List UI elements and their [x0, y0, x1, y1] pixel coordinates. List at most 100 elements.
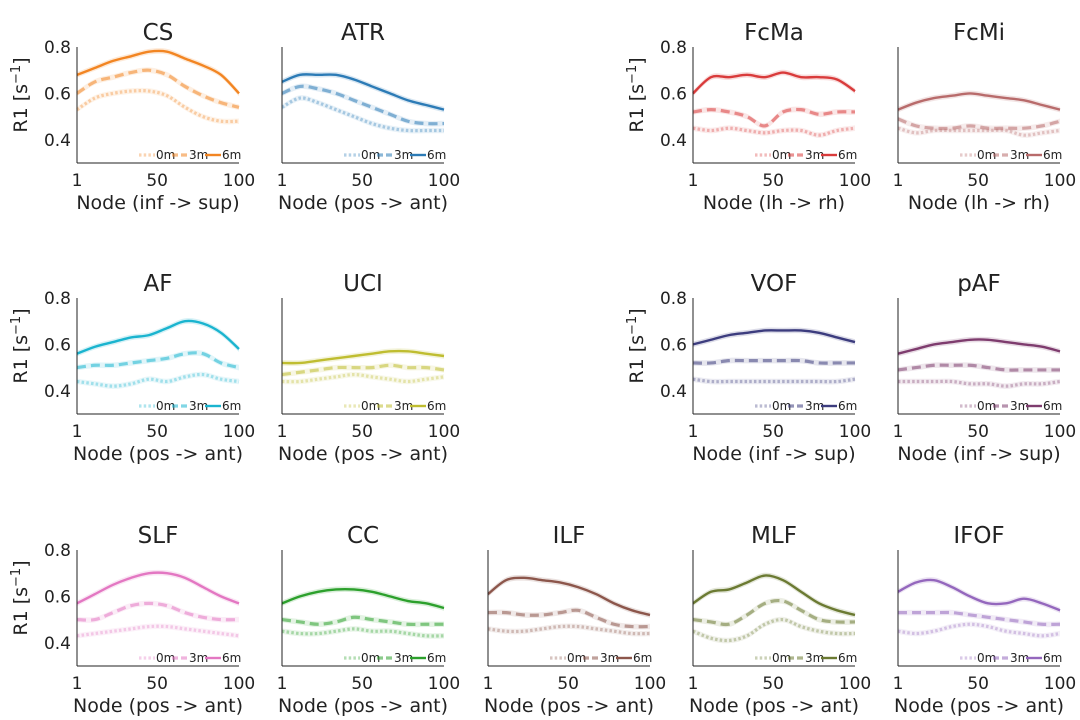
x-tick-label: 100: [223, 422, 255, 442]
legend: 0m 3m 6m: [755, 399, 857, 413]
panel-title: AF: [144, 271, 173, 297]
x-axis-label: Node (lh -> rh): [908, 192, 1050, 214]
series-line-0m: [76, 624, 240, 638]
series-line-0m: [898, 379, 1061, 388]
y-tick-label: 0.8: [44, 38, 71, 58]
x-tick-label: 1: [893, 171, 904, 191]
legend-label-6m: 6m: [222, 651, 241, 665]
legend-label-3m: 3m: [1010, 399, 1029, 413]
ci-band-3m: [282, 614, 444, 628]
ci-band-6m: [898, 90, 1060, 113]
ci-band-3m: [693, 597, 855, 628]
series-line-3m: [76, 68, 240, 109]
legend-label-6m: 6m: [838, 651, 857, 665]
series-line-6m: [692, 574, 856, 617]
series-line-0m: [281, 372, 445, 384]
y-tick-label: 0.8: [660, 289, 687, 309]
y-tick-label: 0.8: [44, 541, 71, 561]
series-line-6m: [487, 576, 651, 617]
legend-label-0m: 0m: [156, 651, 175, 665]
legend: 0m 3m 6m: [344, 148, 446, 162]
legend-label-0m: 0m: [361, 651, 380, 665]
series-line-0m: [487, 624, 651, 636]
series-line-6m: [281, 349, 445, 365]
legend-label-6m: 6m: [427, 399, 446, 413]
legend: 0m 3m 6m: [755, 651, 857, 665]
x-tick-label: 1: [688, 674, 699, 694]
ci-band-6m: [77, 318, 239, 357]
x-tick-label: 1: [277, 171, 288, 191]
x-tick-label: 50: [351, 674, 373, 694]
series-line-0m: [692, 617, 856, 643]
legend-label-3m: 3m: [805, 148, 824, 162]
x-tick-label: 1: [277, 674, 288, 694]
legend-label-0m: 0m: [156, 399, 175, 413]
x-tick-label: 50: [351, 171, 373, 191]
x-tick-label: 1: [277, 422, 288, 442]
series-line-0m: [281, 627, 445, 638]
legend-label-3m: 3m: [394, 148, 413, 162]
series-line-0m: [897, 126, 1061, 137]
ci-band-0m: [77, 371, 239, 389]
ci-band-6m: [898, 577, 1060, 614]
ci-band-3m: [77, 350, 239, 371]
x-tick-label: 1: [72, 674, 83, 694]
legend-label-3m: 3m: [189, 651, 208, 665]
panel-title: ATR: [341, 20, 385, 46]
x-tick-label: 50: [146, 674, 168, 694]
legend-label-0m: 0m: [977, 148, 996, 162]
panel-title: UCI: [343, 271, 383, 297]
panel-title: FcMi: [953, 20, 1005, 46]
x-tick-label: 50: [762, 674, 784, 694]
x-tick-label: 50: [967, 171, 989, 191]
legend-label-0m: 0m: [361, 148, 380, 162]
legend: 0m 3m 6m: [139, 399, 241, 413]
panel-title: CS: [143, 20, 174, 46]
x-axis-label: Node (pos -> ant): [894, 695, 1064, 717]
ci-band-6m: [77, 569, 239, 607]
x-axis-label: Node (pos -> ant): [689, 695, 859, 717]
x-axis-label: Node (inf -> sup): [76, 192, 239, 214]
y-tick-label: 0.6: [660, 84, 687, 104]
series-line-6m: [897, 578, 1061, 612]
y-axis-label: R1 [s−1]: [9, 308, 33, 383]
series-line-0m: [76, 89, 240, 124]
legend: 0m 3m 6m: [344, 399, 446, 413]
ci-band-0m: [282, 95, 444, 134]
x-tick-label: 1: [72, 422, 83, 442]
x-tick-label: 1: [483, 674, 494, 694]
y-tick-label: 0.6: [660, 335, 687, 355]
y-tick-label: 0.6: [44, 84, 71, 104]
x-tick-label: 100: [839, 674, 871, 694]
legend-label-0m: 0m: [977, 651, 996, 665]
x-tick-label: 100: [839, 422, 871, 442]
series-line-6m: [692, 329, 856, 346]
legend-label-6m: 6m: [222, 399, 241, 413]
series-line-6m: [76, 319, 240, 355]
ci-band-0m: [488, 623, 650, 637]
ci-band-3m: [693, 357, 855, 366]
legend-label-3m: 3m: [805, 651, 824, 665]
ci-band-0m: [282, 371, 444, 385]
legend-label-0m: 0m: [772, 651, 791, 665]
panel-title: ILF: [553, 523, 586, 549]
x-axis-label: Node (inf -> sup): [897, 443, 1060, 465]
x-tick-label: 50: [146, 422, 168, 442]
series-line-0m: [76, 372, 240, 388]
series-line-3m: [692, 598, 856, 627]
legend-label-6m: 6m: [222, 148, 241, 162]
legend-label-3m: 3m: [1010, 148, 1029, 162]
legend-label-3m: 3m: [394, 651, 413, 665]
legend-label-6m: 6m: [838, 148, 857, 162]
series-line-6m: [76, 571, 240, 605]
y-tick-label: 0.4: [660, 382, 687, 402]
series-line-3m: [897, 117, 1061, 131]
ci-band-0m: [77, 87, 239, 125]
